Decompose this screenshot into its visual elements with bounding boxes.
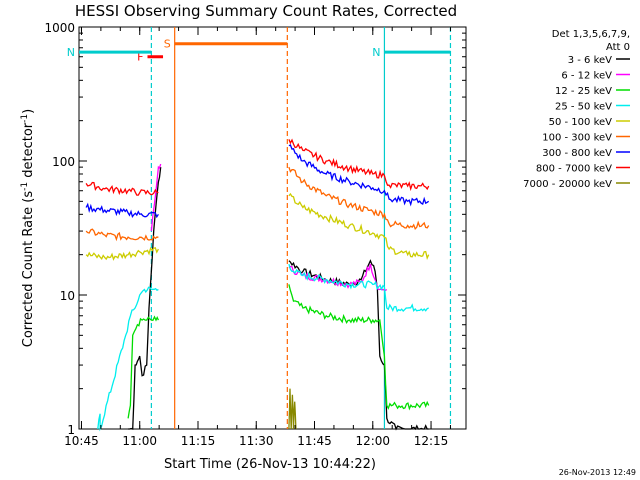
flag-label: F xyxy=(137,51,143,64)
x-tick-label: 11:00 xyxy=(122,434,157,448)
series-line xyxy=(85,246,159,261)
legend-entry-label: 12 - 25 keV xyxy=(555,86,612,97)
series-line xyxy=(288,259,429,431)
series-line xyxy=(97,286,159,432)
legend-entry-label: 100 - 300 keV xyxy=(542,133,612,144)
x-tick-label: 11:30 xyxy=(239,434,274,448)
series-line xyxy=(288,263,429,313)
legend-entry-label: 7000 - 20000 keV xyxy=(523,179,612,190)
x-tick-label: 12:15 xyxy=(414,434,449,448)
series-line xyxy=(288,166,430,230)
legend-entry-label: 25 - 50 keV xyxy=(555,102,612,113)
legend-entry-label: 50 - 100 keV xyxy=(549,117,613,128)
plot-frame xyxy=(78,26,467,430)
series-line xyxy=(288,284,430,411)
legend-entry-label: 3 - 6 keV xyxy=(568,55,612,66)
series-line xyxy=(288,192,430,261)
x-axis-ticks: 10:45 11:00 11:15 11:30 11:45 12:00 12:15 xyxy=(64,27,451,448)
series-line xyxy=(85,202,159,219)
legend-entry-label: 300 - 800 keV xyxy=(542,148,612,159)
y-axis-label: Corrected Count Rate (s-1 detector-1) xyxy=(20,109,36,347)
x-tick-label: 10:45 xyxy=(64,434,99,448)
timestamp-footer: 26-Nov-2013 12:49 xyxy=(559,468,636,477)
legend: Det 1,3,5,6,7,9, Att 0 3 - 6 keV 6 - 12 keV… xyxy=(523,29,630,190)
series-line xyxy=(288,144,430,207)
flag-label: N xyxy=(372,46,380,59)
legend-entry-label: 800 - 7000 keV xyxy=(536,164,612,175)
legend-subtitle: Att 0 xyxy=(606,42,630,53)
state-flags: F N N S xyxy=(67,38,451,64)
series-line xyxy=(85,181,159,196)
flag-label: S xyxy=(164,38,171,51)
series-line xyxy=(288,263,388,292)
y-tick-label: 100 xyxy=(52,155,75,169)
series-line xyxy=(127,315,159,419)
x-tick-label: 12:00 xyxy=(355,434,390,448)
series-lines xyxy=(85,138,430,432)
y-tick-label: 1000 xyxy=(44,21,75,35)
series-line xyxy=(128,167,162,430)
x-axis-label: Start Time (26-Nov-13 10:44:22) xyxy=(164,457,376,472)
legend-entry-label: 6 - 12 keV xyxy=(561,71,612,82)
y-axis-ticks: 1 10 100 1000 xyxy=(44,21,466,437)
x-tick-label: 11:45 xyxy=(297,434,332,448)
flag-label: N xyxy=(67,46,75,59)
x-tick-label: 11:15 xyxy=(181,434,216,448)
chart-title: HESSI Observing Summary Count Rates, Cor… xyxy=(75,2,457,20)
series-line xyxy=(288,138,430,192)
legend-title: Det 1,3,5,6,7,9, xyxy=(552,29,630,40)
series-line xyxy=(288,388,297,430)
y-tick-label: 10 xyxy=(60,289,75,303)
y-tick-label: 1 xyxy=(67,423,75,437)
series-line xyxy=(85,228,159,242)
